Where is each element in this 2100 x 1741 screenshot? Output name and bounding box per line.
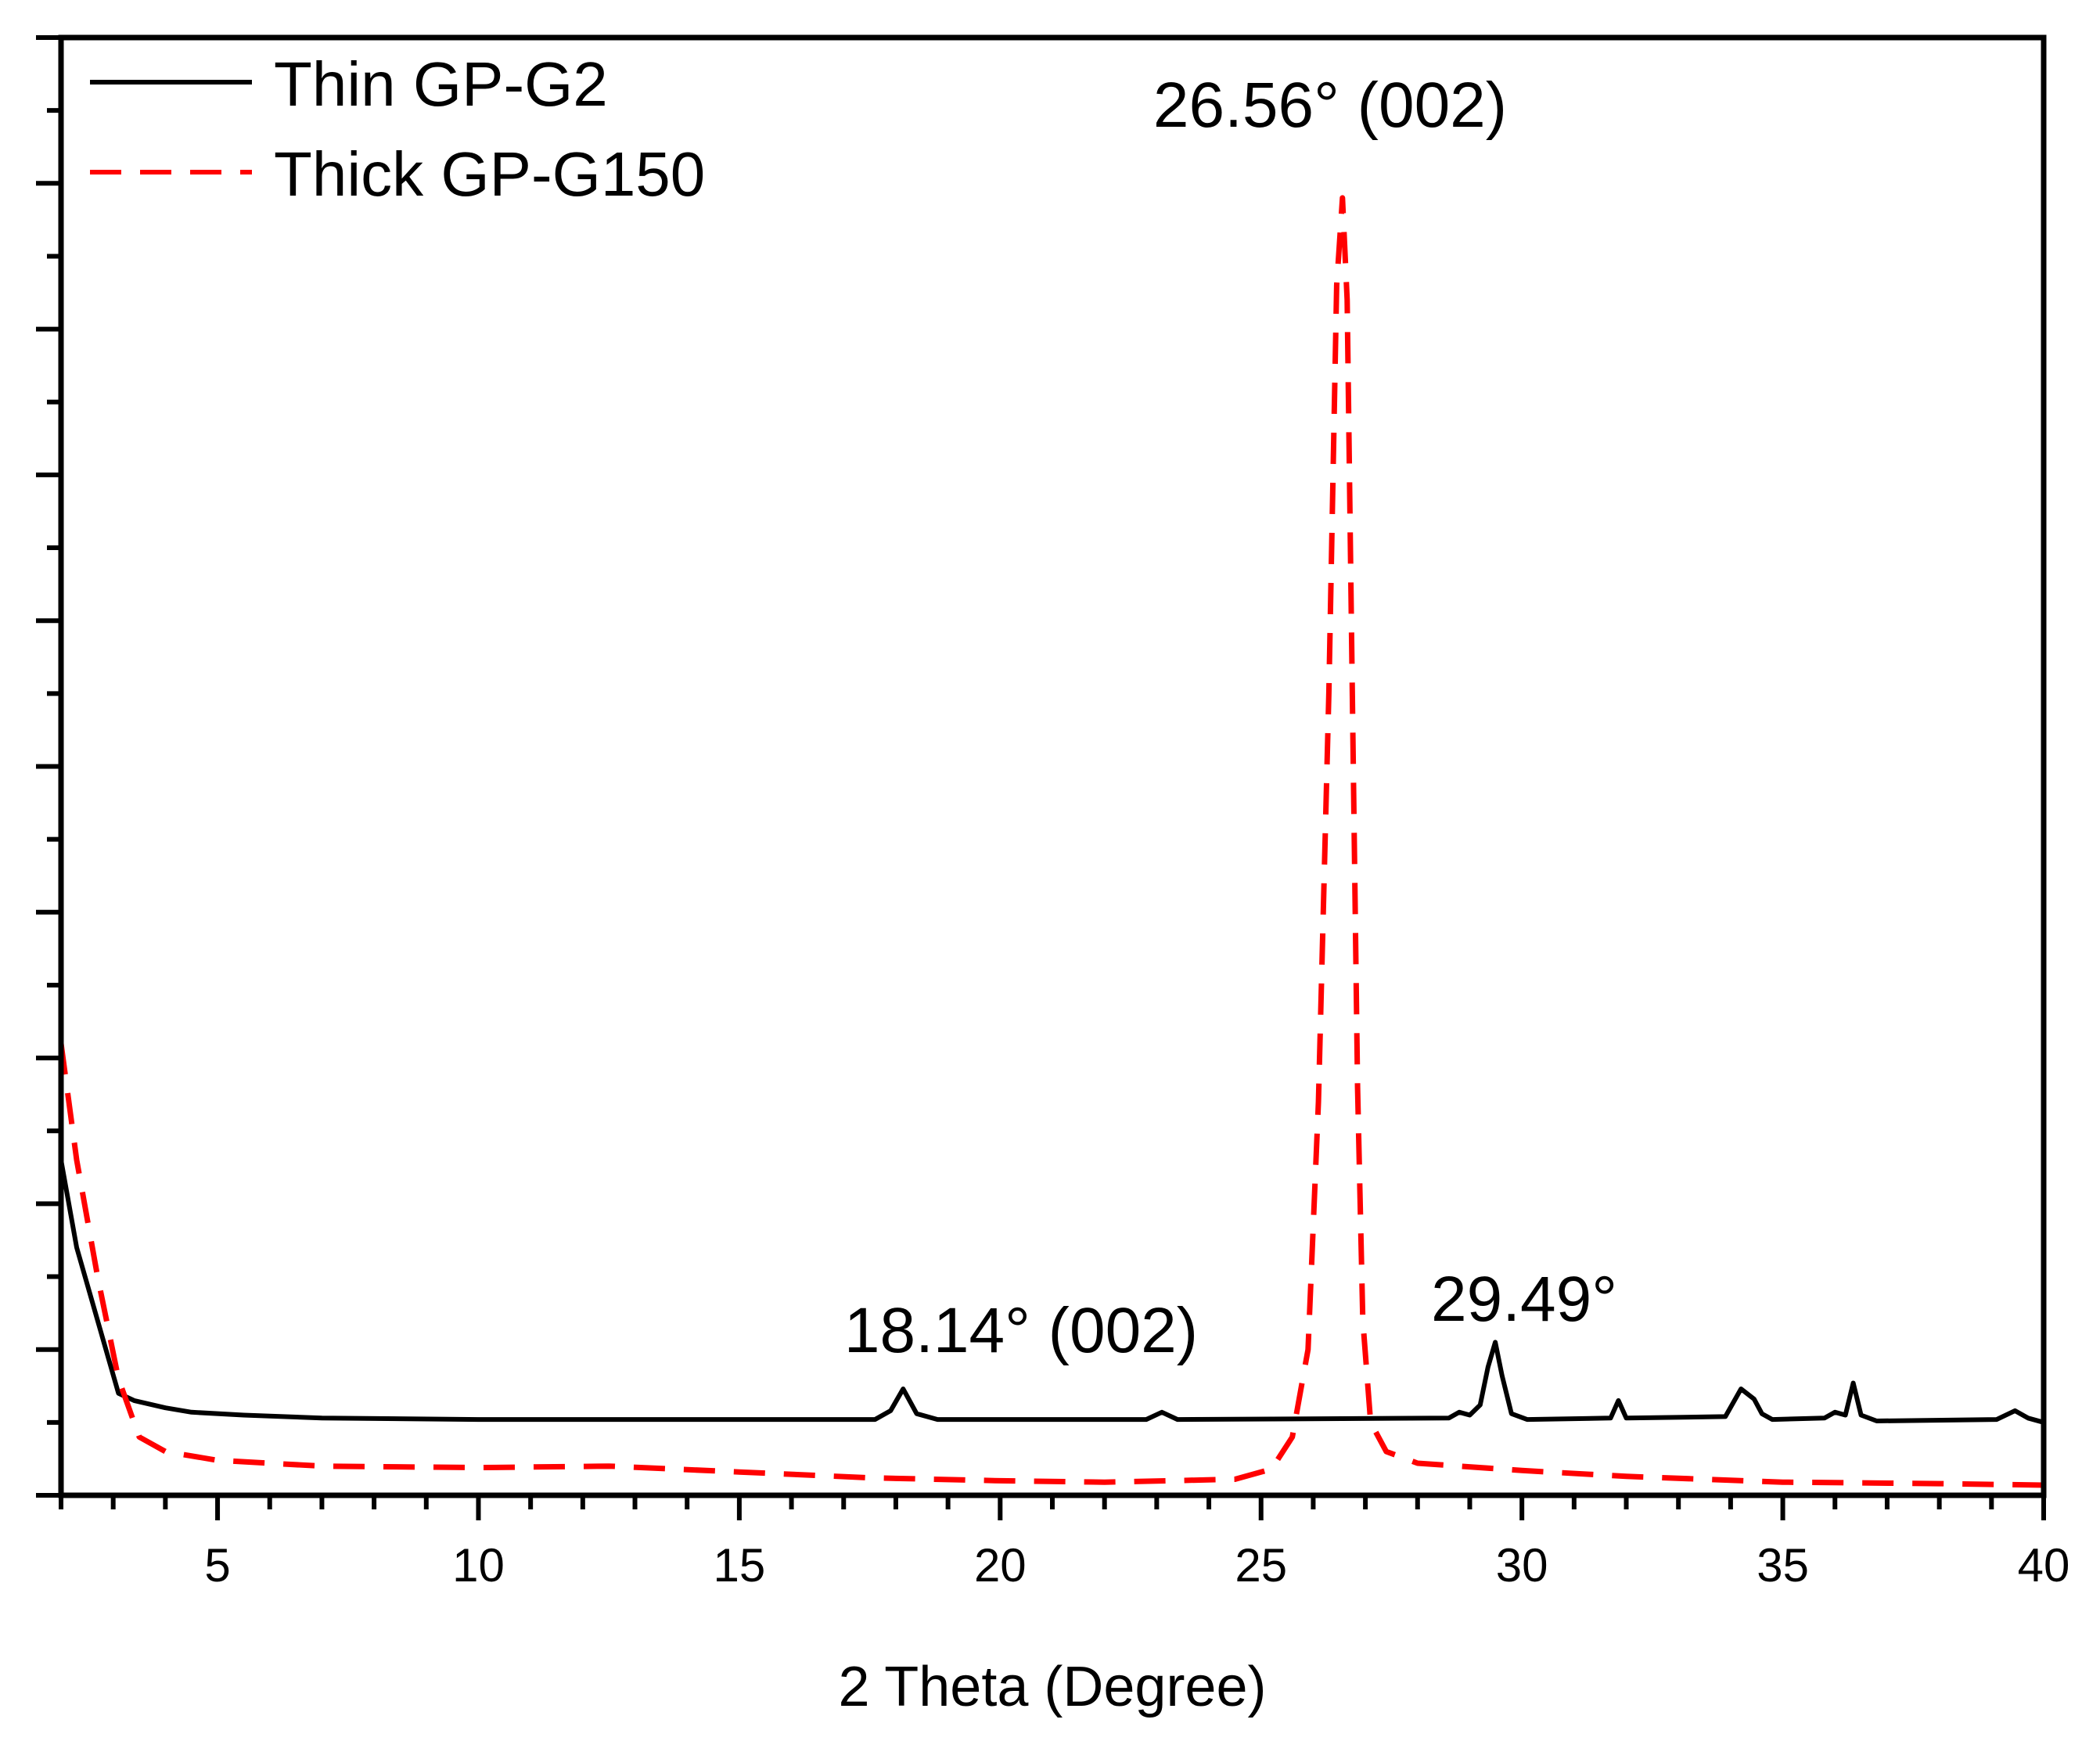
x-tick-label: 25 [1235,1539,1287,1592]
annotations: 26.56° (002) 18.14° (002) 29.49° [844,70,1617,1366]
x-tick-labels: 5 10 15 20 25 30 35 40 [204,1539,2069,1592]
annotation-peak-26-56: 26.56° (002) [1153,70,1507,141]
legend-label-thick-gp-g150: Thick GP-G150 [274,139,705,209]
legend-label-thin-gp-g2: Thin GP-G2 [274,49,608,119]
x-tick-label: 20 [974,1539,1027,1592]
series-line-thick-gp-g150 [58,195,2044,1488]
plot-frame [58,34,2047,1498]
x-tick-label: 15 [714,1539,766,1592]
legend: Thin GP-G2 Thick GP-G150 [90,49,705,209]
annotation-peak-18-14: 18.14° (002) [844,1295,1198,1366]
x-tick-label: 40 [2018,1539,2070,1592]
x-axis-title: 2 Theta (Degree) [839,1656,1267,1718]
x-tick-label: 30 [1496,1539,1548,1592]
annotation-peak-29-49: 29.49° [1431,1264,1617,1335]
series-line-thin-gp-g2 [59,1159,2044,1425]
x-tick-label: 35 [1757,1539,1809,1592]
x-tick-label: 10 [452,1539,505,1592]
series-layer [58,195,2044,1488]
x-tick-label: 5 [204,1539,230,1592]
